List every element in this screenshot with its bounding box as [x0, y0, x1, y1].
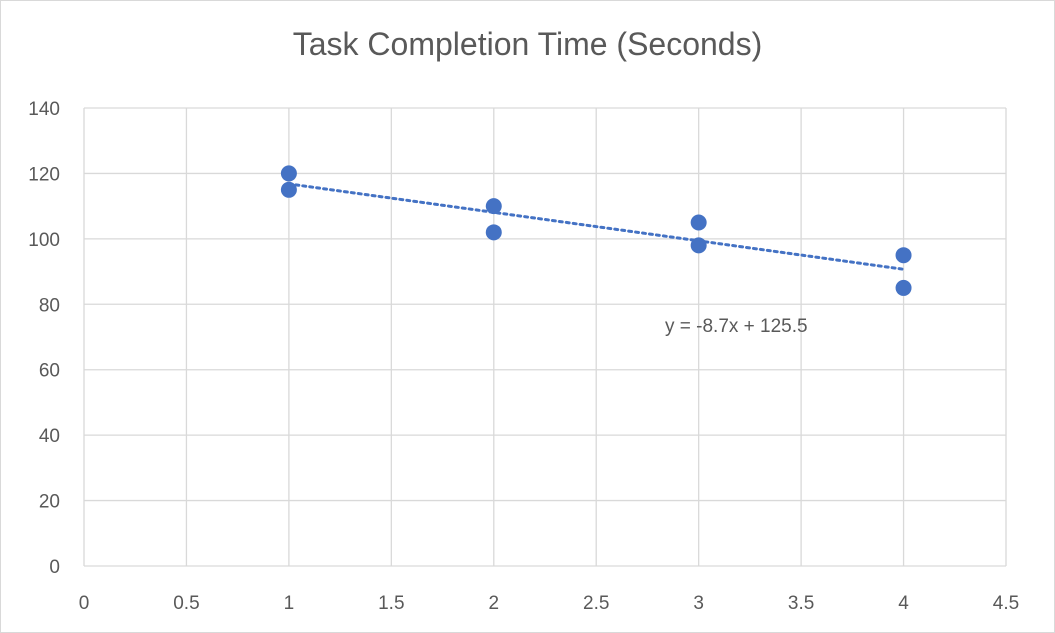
- data-point: [485, 198, 502, 215]
- x-tick-label: 2.5: [583, 593, 609, 614]
- x-tick-label: 0.5: [173, 593, 199, 614]
- y-tick-label: 80: [39, 295, 60, 316]
- y-tick-label: 20: [39, 492, 60, 513]
- x-tick-label: 1.5: [378, 593, 404, 614]
- x-tick-label: 3: [693, 593, 704, 614]
- x-tick-label: 3.5: [788, 593, 814, 614]
- y-tick-label: 120: [28, 164, 60, 185]
- data-point: [485, 224, 502, 241]
- y-tick-label: 100: [28, 230, 60, 251]
- y-tick-label: 0: [49, 557, 60, 578]
- data-point: [690, 237, 707, 254]
- x-tick-label: 2: [488, 593, 499, 614]
- data-point: [280, 181, 297, 198]
- data-point: [895, 247, 912, 264]
- y-tick-label: 140: [28, 99, 60, 120]
- chart-title: Task Completion Time (Seconds): [292, 26, 763, 62]
- x-tick-label: 1: [284, 593, 295, 614]
- y-tick-label: 60: [39, 361, 60, 382]
- y-tick-label: 40: [39, 426, 60, 447]
- x-tick-label: 4: [898, 593, 909, 614]
- trendline: [287, 182, 906, 271]
- data-point: [690, 214, 707, 231]
- data-point: [280, 165, 297, 182]
- data-point: [895, 279, 912, 296]
- trendline-equation: y = -8.7x + 125.5: [665, 316, 808, 337]
- x-tick-label: 0: [79, 593, 90, 614]
- x-tick-label: 4.5: [993, 593, 1019, 614]
